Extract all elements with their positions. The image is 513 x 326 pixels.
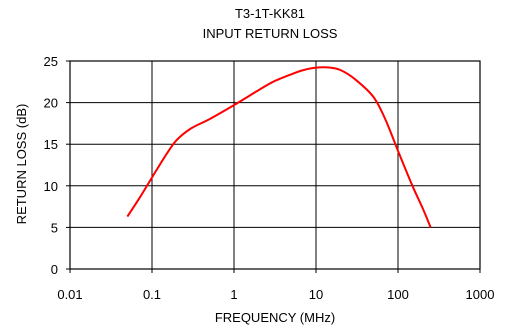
x-tick-label: 0.01 — [57, 287, 82, 302]
x-tick-label: 0.1 — [143, 287, 161, 302]
chart-title: T3-1T-KK81 — [235, 6, 305, 21]
return-loss-series-line — [126, 66, 432, 228]
y-tick-label: 25 — [44, 54, 58, 69]
plot-frame — [69, 60, 481, 270]
y-tick-labels: 0 5 10 15 20 25 — [44, 54, 58, 277]
y-tick-label: 5 — [51, 220, 58, 235]
y-axis-label: RETURN LOSS (dB) — [14, 104, 29, 225]
x-axis-label: FREQUENCY (MHz) — [215, 310, 335, 325]
x-tick-label: 10 — [309, 287, 323, 302]
x-tick-label: 100 — [387, 287, 409, 302]
grid-lines — [69, 60, 481, 270]
y-tick-label: 20 — [44, 96, 58, 111]
axis-ticks — [66, 60, 481, 273]
x-tick-labels: 0.01 0.1 1 10 100 1000 — [57, 287, 494, 302]
y-tick-label: 10 — [44, 179, 58, 194]
data-series — [126, 66, 432, 228]
chart-subtitle: INPUT RETURN LOSS — [203, 26, 338, 41]
y-tick-label: 15 — [44, 137, 58, 152]
y-tick-label: 0 — [51, 262, 58, 277]
x-tick-label: 1 — [230, 287, 237, 302]
x-tick-label: 1000 — [466, 287, 495, 302]
